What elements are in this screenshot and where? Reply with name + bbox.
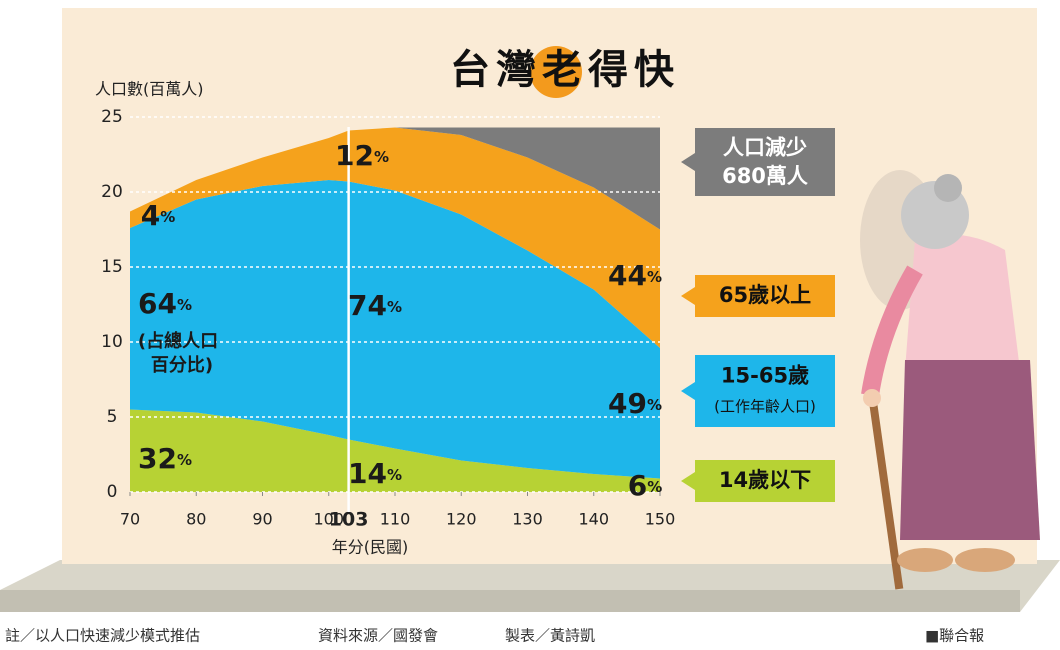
legend-label: 65歲以上 (719, 283, 811, 307)
share-label: 32% (138, 442, 192, 475)
publisher: ■聯合報 (925, 627, 984, 645)
share-note: 百分比) (151, 355, 213, 376)
x-tick-label: 100 (313, 510, 344, 529)
y-tick-label: 25 (101, 107, 123, 127)
legend-pointer (681, 153, 695, 171)
area (130, 127, 660, 348)
x-tick-label: 90 (252, 510, 272, 529)
area (130, 409, 660, 492)
x-axis-label: 年分(民國) (332, 538, 409, 557)
y-axis-label: 人口數(百萬人) (95, 80, 204, 99)
chart-title: 台灣老得快 (450, 47, 680, 93)
share-number: 32 (138, 442, 177, 475)
share-unit: % (374, 148, 389, 166)
x-tick-label: 103 (329, 509, 369, 531)
x-tick-label: 70 (120, 510, 140, 529)
share-note: (占總人口 (138, 330, 218, 352)
area (395, 127, 660, 230)
plot (130, 127, 660, 492)
legend-box (695, 460, 835, 502)
footer-source: 資料來源／國發會 (318, 627, 438, 645)
legend-label: 人口減少 (723, 135, 807, 159)
share-label: 49% (608, 387, 662, 420)
x-tick-label: 120 (446, 510, 477, 529)
legend-pointer (681, 287, 695, 305)
share-label: 64% (138, 287, 192, 320)
share-unit: % (177, 296, 192, 314)
share-label: 44% (608, 259, 662, 292)
legend-note: (工作年齡人口) (714, 397, 816, 415)
share-unit: % (647, 268, 662, 286)
share-unit: % (160, 208, 175, 226)
share-unit: % (387, 466, 402, 484)
legend-box (695, 128, 835, 196)
share-number: 6 (628, 469, 647, 502)
title-badge (530, 46, 582, 98)
share-unit: % (177, 451, 192, 469)
share-number: 74 (348, 289, 387, 322)
y-tick-label: 0 (107, 482, 118, 502)
x-tick-label: 130 (512, 510, 543, 529)
share-label: 74% (348, 289, 402, 322)
share-number: 44 (608, 259, 647, 292)
floor-edge (0, 590, 1020, 612)
y-tick-label: 20 (101, 182, 123, 202)
share-number: 49 (608, 387, 647, 420)
legend-label: 15-65歲 (721, 364, 809, 388)
share-unit: % (387, 298, 402, 316)
share-unit: % (647, 478, 662, 496)
x-tick-label: 140 (578, 510, 609, 529)
x-tick-label: 110 (380, 510, 411, 529)
legend-box (695, 355, 835, 427)
y-tick-label: 5 (107, 407, 118, 427)
x-tick-label: 80 (186, 510, 206, 529)
y-tick-label: 10 (101, 332, 123, 352)
legend-note: 680萬人 (722, 164, 808, 188)
legend-pointer (681, 382, 695, 400)
old-woman (860, 170, 1040, 590)
share-label: 14% (348, 457, 402, 490)
legend-box (695, 275, 835, 317)
legend-pointer (681, 472, 695, 490)
area (130, 180, 660, 479)
share-number: 14 (348, 457, 387, 490)
footer-note: 註／以人口快速減少模式推估 (5, 627, 200, 645)
x-tick-label: 150 (645, 510, 676, 529)
share-label: 12% (335, 139, 389, 172)
y-tick-label: 15 (101, 257, 123, 277)
share-number: 12 (335, 139, 374, 172)
legend-label: 14歲以下 (719, 468, 811, 492)
share-label: 4% (141, 199, 176, 232)
share-label: 6% (628, 469, 663, 502)
share-unit: % (647, 396, 662, 414)
share-number: 4 (141, 199, 160, 232)
share-number: 64 (138, 287, 177, 320)
footer-author: 製表／黃詩凱 (505, 627, 595, 645)
